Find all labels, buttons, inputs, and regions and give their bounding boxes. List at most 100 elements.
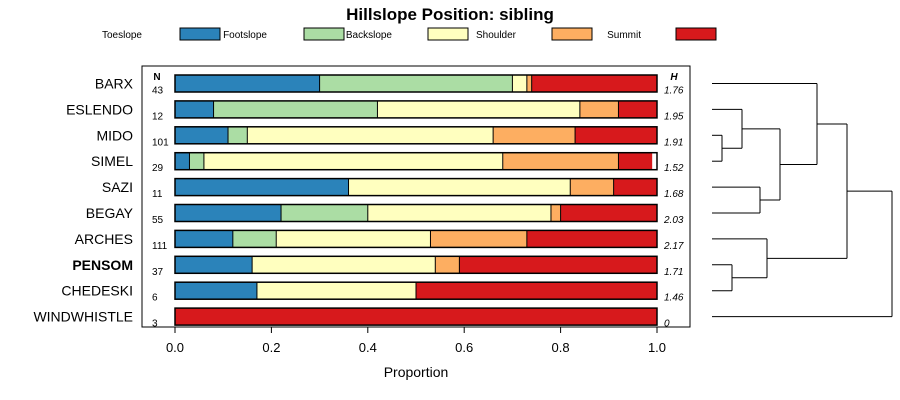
bar-pensom-toeslope <box>175 256 253 274</box>
bar-eslendo-footslope <box>213 100 378 118</box>
n-value-mido: 101 <box>152 137 169 148</box>
n-value-pensom: 37 <box>152 267 164 278</box>
h-value-mido: 1.91 <box>664 137 683 148</box>
bar-simel-backslope <box>203 152 503 170</box>
h-value-simel: 1.52 <box>664 163 684 174</box>
h-value-pensom: 1.71 <box>664 267 683 278</box>
bar-simel-footslope <box>189 152 204 170</box>
bar-outline-windwhistle <box>174 307 658 326</box>
bar-barx-summit <box>531 75 657 92</box>
bar-outline-barx <box>174 74 658 93</box>
row-label-eslendo: ESLENDO <box>66 101 133 117</box>
bar-mido-toeslope <box>175 126 229 144</box>
bar-mido-shoulder <box>493 126 576 144</box>
bar-outline-begay <box>174 203 658 223</box>
bar-begay-toeslope <box>175 204 282 222</box>
bar-begay-summit <box>560 204 657 222</box>
n-value-sazi: 11 <box>152 189 163 200</box>
bar-arches-summit <box>526 230 657 248</box>
legend-label-backslope: Backslope <box>346 30 393 41</box>
h-value-begay: 2.03 <box>663 215 684 226</box>
bar-barx-shoulder <box>526 75 532 92</box>
n-value-windwhistle: 3 <box>152 319 158 330</box>
bar-arches-backslope <box>276 230 431 248</box>
bar-barx-backslope <box>512 75 527 92</box>
h-value-chedeski: 1.46 <box>664 293 684 304</box>
bar-eslendo-backslope <box>377 100 580 118</box>
legend-label-footslope: Footslope <box>223 30 267 41</box>
bar-eslendo-shoulder <box>579 100 619 118</box>
n-value-barx: 43 <box>152 86 164 97</box>
legend-swatch-footslope <box>303 27 345 41</box>
bar-pensom-backslope <box>252 256 436 274</box>
bar-outline-sazi <box>174 177 658 197</box>
n-value-arches: 111 <box>152 241 168 252</box>
n-column-header: N <box>153 72 160 83</box>
bar-eslendo-summit <box>618 100 657 118</box>
x-tick-label: 0.8 <box>552 340 570 355</box>
bar-chedeski-toeslope <box>175 282 257 300</box>
n-value-eslendo: 12 <box>152 111 164 122</box>
bar-arches-shoulder <box>430 230 527 248</box>
bar-sazi-shoulder <box>570 178 614 196</box>
h-value-arches: 2.17 <box>663 241 684 252</box>
legend-label-toeslope: Toeslope <box>102 30 142 41</box>
row-label-mido: MIDO <box>96 127 133 143</box>
h-value-sazi: 1.68 <box>664 189 684 200</box>
legend-swatch-backslope <box>427 27 469 41</box>
legend-label-shoulder: Shoulder <box>476 30 517 41</box>
bar-outline-mido <box>174 126 658 145</box>
bar-arches-toeslope <box>175 230 233 248</box>
x-tick-label: 0.2 <box>262 340 280 355</box>
bar-begay-backslope <box>367 204 551 222</box>
bar-simel-shoulder <box>502 152 619 170</box>
bar-outline-pensom <box>174 255 658 275</box>
legend-label-summit: Summit <box>607 30 641 41</box>
legend-swatch-toeslope <box>179 27 221 41</box>
bar-sazi-backslope <box>348 178 571 196</box>
legend-swatch-summit <box>675 27 717 41</box>
x-tick-label: 0.6 <box>455 340 473 355</box>
row-label-barx: BARX <box>95 76 134 92</box>
x-axis-label: Proportion <box>384 364 449 380</box>
x-axis: 0.0 0.2 0.4 0.6 0.8 1.0 <box>166 327 666 355</box>
row-label-chedeski: CHEDESKI <box>61 283 133 299</box>
x-tick-label: 0.4 <box>359 340 377 355</box>
bar-pensom-shoulder <box>435 256 460 274</box>
bar-pensom-summit <box>459 256 657 274</box>
bar-begay-shoulder <box>550 204 561 222</box>
bar-arches-footslope <box>232 230 277 248</box>
h-value-windwhistle: 0 <box>664 319 670 330</box>
row-label-begay: BEGAY <box>86 205 134 221</box>
bar-sazi-toeslope <box>175 178 349 196</box>
plot-frame <box>141 65 691 328</box>
bar-mido-summit <box>575 126 657 144</box>
legend-swatch-shoulder <box>551 27 593 41</box>
row-label-windwhistle: WINDWHISTLE <box>33 309 133 325</box>
h-value-eslendo: 1.95 <box>664 111 684 122</box>
bar-eslendo-toeslope <box>175 100 214 118</box>
legend: Toeslope Footslope Backslope Shoulder Summit <box>102 27 717 41</box>
bar-outline-arches <box>174 229 658 249</box>
x-tick-label: 0.0 <box>166 340 184 355</box>
bar-mido-backslope <box>247 126 494 144</box>
bar-begay-footslope <box>281 204 368 222</box>
row-label-pensom: PENSOM <box>72 257 133 273</box>
h-value-barx: 1.76 <box>664 86 684 97</box>
n-value-simel: 29 <box>152 163 164 174</box>
bar-sazi-summit <box>613 178 657 196</box>
bar-windwhistle-summit <box>175 308 657 326</box>
chart-title: Hillslope Position: sibling <box>346 5 554 24</box>
bar-chedeski-summit <box>416 282 657 300</box>
bar-outline-simel <box>174 151 658 171</box>
bar-chedeski-backslope <box>256 282 416 300</box>
dendrogram <box>712 83 893 318</box>
bar-barx-toeslope <box>175 75 320 92</box>
bar-simel-toeslope <box>175 152 190 170</box>
n-value-begay: 55 <box>152 215 164 226</box>
x-tick-label: 1.0 <box>648 340 666 355</box>
row-label-sazi: SAZI <box>102 179 133 195</box>
row-label-arches: ARCHES <box>75 231 133 247</box>
bar-outline-chedeski <box>174 281 658 300</box>
bar-barx-footslope <box>319 75 513 92</box>
